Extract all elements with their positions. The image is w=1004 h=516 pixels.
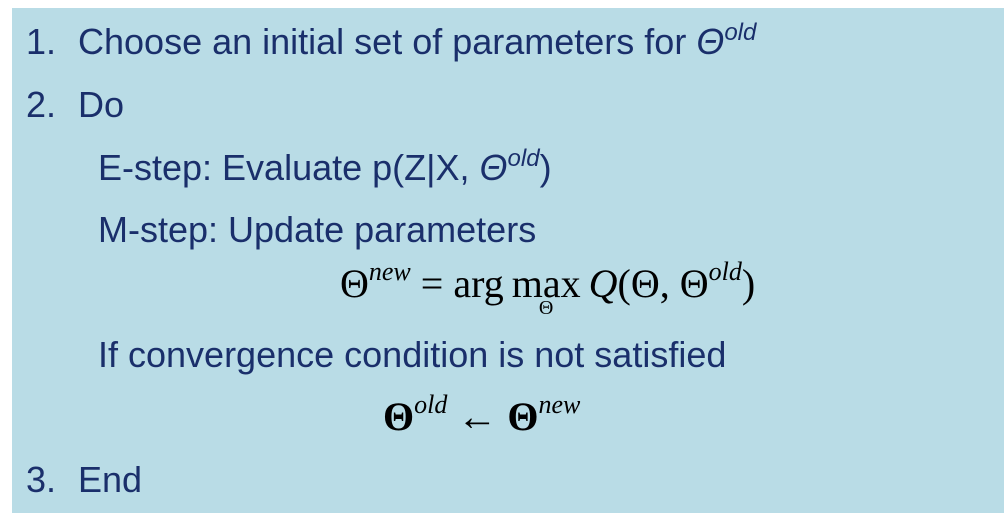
q-function: Q [588, 261, 618, 306]
assignment-formula: Θold ← Θnew [383, 390, 580, 444]
e-step-theta: Θ [479, 147, 508, 188]
max-operator-wrap: max Θ [511, 261, 581, 319]
step-3-number: 3. [26, 459, 57, 500]
max-operator: max [511, 261, 581, 306]
step-1-number: 1. [26, 21, 57, 62]
e-step-close-paren: ) [539, 147, 552, 188]
step-1: 1. Choose an initial set of parameters fo… [26, 19, 757, 67]
old-superscript: old [708, 257, 742, 286]
step-1-theta-superscript: old [724, 19, 757, 46]
m-step-text: M-step: Update parameters [98, 209, 537, 250]
m-step: M-step: Update parameters [98, 210, 536, 250]
step-2-number: 2. [26, 84, 57, 125]
theta-new-symbol: Θ [507, 394, 539, 439]
new-superscript: new [368, 257, 411, 286]
old-superscript-2: old [414, 390, 448, 419]
convergence-check: If convergence condition is not satisfie… [98, 335, 726, 375]
step-1-text: Choose an initial set of parameters for [78, 21, 697, 62]
algorithm-panel [12, 8, 1004, 513]
e-step: E-step: Evaluate p(Z|X, Θold) [98, 145, 552, 193]
arg-operator: arg [453, 261, 504, 306]
e-step-theta-superscript: old [507, 145, 540, 172]
e-step-text: E-step: Evaluate p(Z|X, [98, 147, 480, 188]
step-1-theta: Θ [696, 21, 725, 62]
convergence-text: If convergence condition is not satisfie… [98, 334, 727, 375]
update-formula: Θnew = arg max Θ Q(Θ, Θold) [340, 257, 756, 319]
new-superscript-2: new [538, 390, 581, 419]
q-arguments: (Θ, Θ [617, 261, 709, 306]
close-paren: ) [741, 261, 756, 306]
left-arrow: ← [447, 394, 508, 439]
step-3-text: End [78, 459, 143, 500]
step-2: 2. Do [26, 85, 124, 125]
theta-symbol: Θ [340, 261, 369, 306]
step-3: 3. End [26, 460, 142, 500]
max-subscript-theta: Θ [538, 297, 554, 319]
equals-sign: = [410, 261, 454, 306]
step-2-text: Do [78, 84, 125, 125]
theta-old-symbol: Θ [383, 394, 415, 439]
